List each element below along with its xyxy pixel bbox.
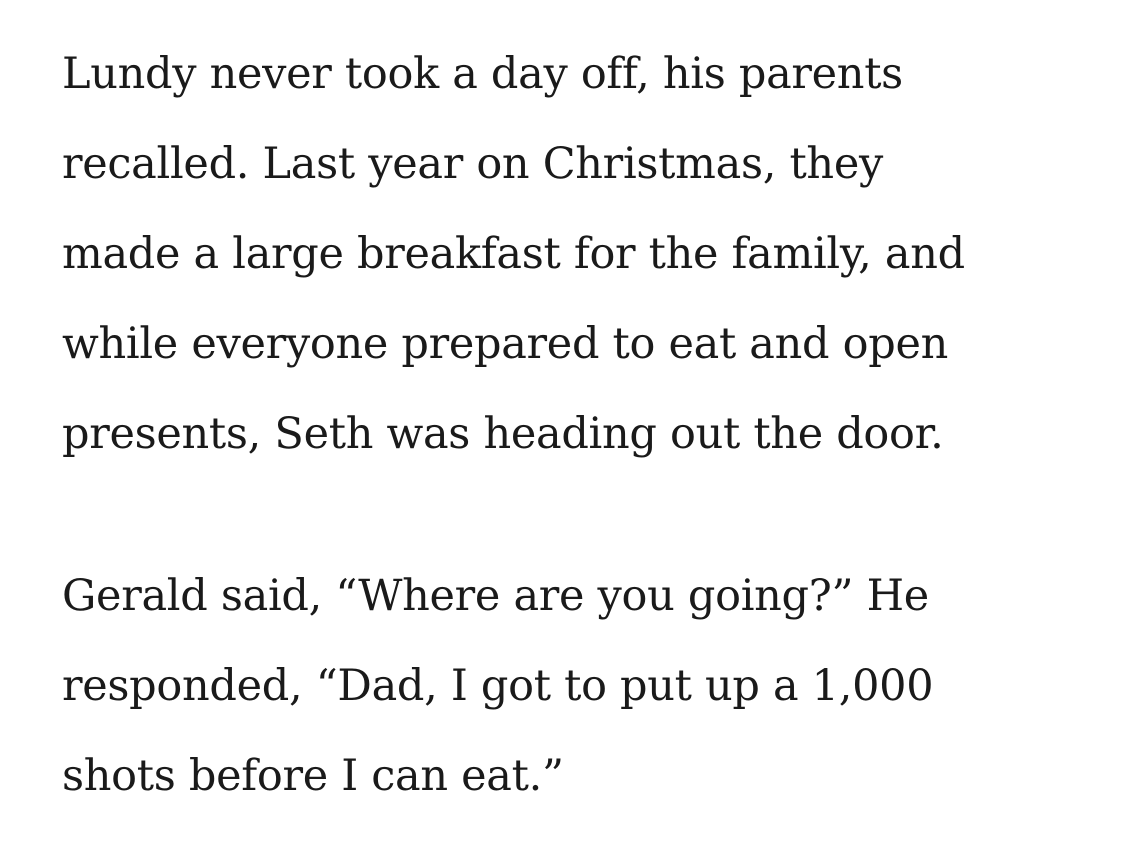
- article-body: Lundy never took a day off, his parents …: [62, 29, 1085, 821]
- text-line: Lundy never took a day off, his parents: [62, 49, 903, 99]
- paragraph: Gerald said, “Where are you going?” He r…: [62, 551, 1085, 821]
- text-line: responded, “Dad, I got to put up a 1,000: [62, 661, 934, 711]
- text-line: while everyone prepared to eat and open: [62, 319, 948, 369]
- text-line: made a large breakfast for the family, a…: [62, 229, 965, 279]
- paragraph: Lundy never took a day off, his parents …: [62, 29, 1085, 479]
- text-line: Gerald said, “Where are you going?” He: [62, 571, 929, 621]
- text-line: presents, Seth was heading out the door.: [62, 409, 944, 459]
- text-line: shots before I can eat.”: [62, 751, 564, 801]
- text-line: recalled. Last year on Christmas, they: [62, 139, 883, 189]
